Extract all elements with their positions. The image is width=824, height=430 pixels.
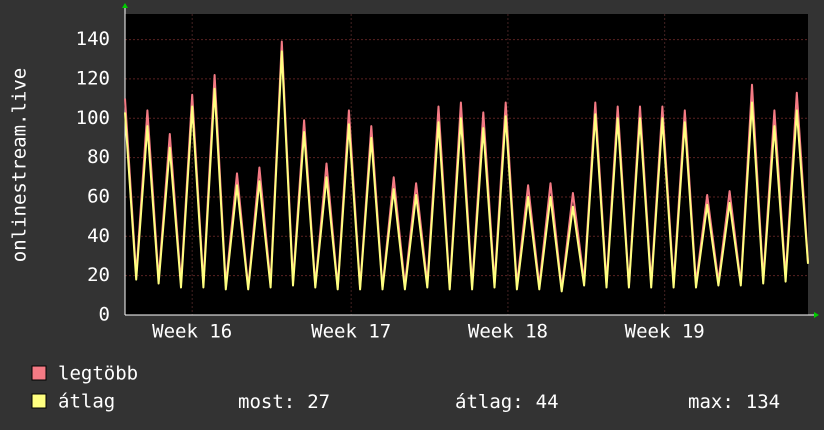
stat: most: 27 <box>238 391 330 413</box>
y-tick-label: 40 <box>87 225 110 247</box>
legend-label: átlag <box>58 391 115 413</box>
stat-value: 44 <box>536 391 559 413</box>
stat: átlag: 44 <box>455 391 559 413</box>
stat-value: 27 <box>307 391 330 413</box>
legend-swatch <box>31 393 47 409</box>
legend-label: legtöbb <box>58 363 138 385</box>
legend-swatch <box>31 365 47 381</box>
x-tick-label: Week 18 <box>468 321 548 343</box>
stat-label: átlag: <box>455 391 524 413</box>
y-tick-label: 100 <box>76 107 110 129</box>
x-tick-label: Week 16 <box>152 321 232 343</box>
y-tick-label: 20 <box>87 264 110 286</box>
y-tick-label: 0 <box>99 304 110 326</box>
y-tick-label: 140 <box>76 28 110 50</box>
axis-arrow <box>814 312 819 318</box>
x-tick-label: Week 17 <box>311 321 391 343</box>
stat-label: max: <box>688 391 734 413</box>
y-tick-label: 120 <box>76 67 110 89</box>
stat-label: most: <box>238 391 295 413</box>
axis-arrow <box>122 3 128 8</box>
line <box>124 50 809 293</box>
stat: max: 134 <box>688 391 780 413</box>
y-tick-label: 60 <box>87 185 110 207</box>
y-tick-label: 80 <box>87 146 110 168</box>
x-tick-label: Week 19 <box>625 321 705 343</box>
y-axis-label: onlinestream.live <box>9 68 31 262</box>
stat-value: 134 <box>746 391 780 413</box>
